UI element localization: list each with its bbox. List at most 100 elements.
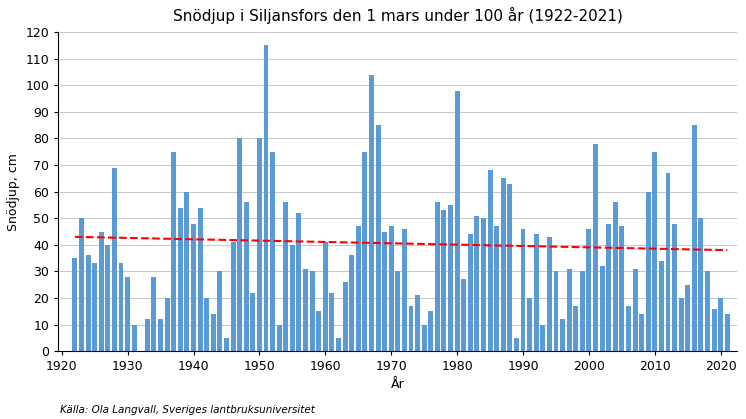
Bar — [633, 269, 638, 351]
Bar — [296, 213, 301, 351]
Bar — [409, 306, 413, 351]
Bar — [349, 256, 354, 351]
Bar — [79, 218, 84, 351]
Bar — [316, 311, 322, 351]
Bar — [395, 272, 401, 351]
Bar — [461, 279, 466, 351]
Bar — [527, 298, 532, 351]
Bar — [158, 319, 163, 351]
Bar — [132, 325, 137, 351]
Bar — [560, 319, 565, 351]
Bar — [600, 266, 604, 351]
Bar — [402, 229, 407, 351]
Bar — [178, 207, 183, 351]
Bar — [310, 272, 315, 351]
Bar — [442, 210, 446, 351]
Bar — [454, 91, 460, 351]
Bar — [507, 184, 513, 351]
Bar — [521, 229, 525, 351]
Bar — [217, 272, 222, 351]
Bar — [330, 293, 334, 351]
Bar — [191, 224, 196, 351]
Bar — [290, 245, 295, 351]
Bar — [718, 298, 723, 351]
Bar — [626, 306, 631, 351]
Bar — [198, 207, 203, 351]
Bar — [151, 277, 157, 351]
Bar — [547, 237, 552, 351]
Bar — [277, 325, 282, 351]
Bar — [612, 202, 618, 351]
Bar — [652, 152, 657, 351]
Bar — [488, 171, 492, 351]
Bar — [593, 144, 598, 351]
Bar — [211, 314, 216, 351]
Bar — [428, 311, 433, 351]
Bar — [389, 226, 394, 351]
Bar — [184, 191, 189, 351]
Bar — [204, 298, 209, 351]
Bar — [421, 325, 427, 351]
Bar — [435, 202, 440, 351]
Bar — [501, 178, 506, 351]
Bar — [659, 261, 664, 351]
Bar — [86, 256, 90, 351]
Bar — [257, 138, 262, 351]
Bar — [382, 232, 387, 351]
Bar — [586, 229, 592, 351]
Y-axis label: Snödjup, cm: Snödjup, cm — [7, 153, 20, 230]
Bar — [145, 319, 150, 351]
Bar — [283, 202, 288, 351]
Bar — [494, 226, 499, 351]
Bar — [712, 309, 717, 351]
Bar — [336, 338, 341, 351]
Bar — [237, 138, 242, 351]
Bar — [93, 264, 97, 351]
Bar — [725, 314, 730, 351]
Bar — [375, 125, 380, 351]
Bar — [686, 285, 690, 351]
Bar — [244, 202, 248, 351]
Bar — [303, 269, 308, 351]
Bar — [165, 298, 169, 351]
Bar — [580, 272, 585, 351]
Bar — [639, 314, 644, 351]
Bar — [698, 218, 703, 351]
Bar — [540, 325, 545, 351]
Bar — [363, 152, 367, 351]
Bar — [448, 205, 453, 351]
Text: Källa: Ola Langvall, Sveriges lantbruksuniversitet: Källa: Ola Langvall, Sveriges lantbruksu… — [60, 405, 315, 415]
Bar — [323, 242, 327, 351]
X-axis label: År: År — [391, 378, 404, 391]
Bar — [672, 224, 677, 351]
Bar — [98, 232, 104, 351]
Bar — [125, 277, 130, 351]
Bar — [692, 125, 697, 351]
Bar — [356, 226, 361, 351]
Bar — [251, 293, 255, 351]
Bar — [679, 298, 683, 351]
Bar — [105, 245, 110, 351]
Bar — [369, 75, 374, 351]
Bar — [474, 216, 480, 351]
Bar — [263, 45, 269, 351]
Bar — [554, 272, 559, 351]
Bar — [481, 218, 486, 351]
Bar — [514, 338, 519, 351]
Bar — [606, 224, 611, 351]
Title: Snödjup i Siljansfors den 1 mars under 100 år (1922-2021): Snödjup i Siljansfors den 1 mars under 1… — [173, 7, 623, 24]
Bar — [72, 258, 78, 351]
Bar — [619, 226, 624, 351]
Bar — [224, 338, 229, 351]
Bar — [112, 168, 117, 351]
Bar — [172, 152, 176, 351]
Bar — [119, 264, 124, 351]
Bar — [342, 282, 348, 351]
Bar — [567, 269, 571, 351]
Bar — [415, 295, 420, 351]
Bar — [665, 173, 671, 351]
Bar — [646, 191, 651, 351]
Bar — [231, 242, 236, 351]
Bar — [468, 234, 473, 351]
Bar — [705, 272, 710, 351]
